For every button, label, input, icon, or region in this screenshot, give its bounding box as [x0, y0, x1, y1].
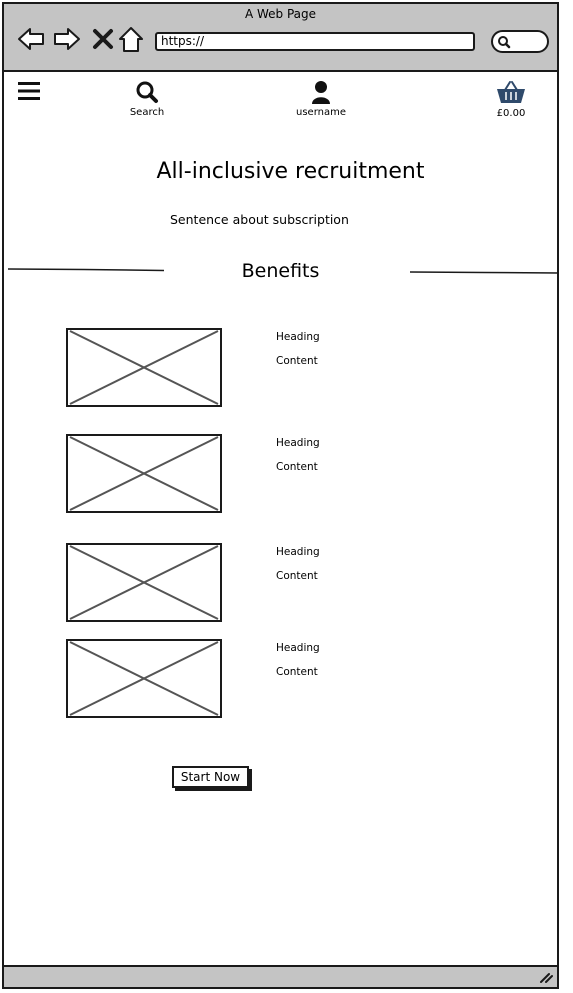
benefit-image-placeholder: [66, 328, 222, 407]
benefit-content: Content: [276, 570, 318, 582]
back-arrow-icon[interactable]: [16, 24, 46, 54]
benefit-heading: Heading: [276, 642, 320, 654]
header-search[interactable]: Search: [121, 80, 173, 118]
benefit-image-placeholder: [66, 434, 222, 513]
benefit-heading: Heading: [276, 331, 320, 343]
benefit-content: Content: [276, 461, 318, 473]
benefits-title: Benefits: [241, 260, 320, 282]
username-label: username: [296, 107, 346, 118]
benefit-content: Content: [276, 355, 318, 367]
header-basket[interactable]: £0.00: [489, 79, 533, 119]
browser-window: A Web Page https://: [2, 2, 559, 989]
window-title: A Web Page: [244, 7, 317, 21]
resize-grip-icon[interactable]: [539, 971, 553, 983]
close-icon[interactable]: [88, 24, 118, 54]
search-icon: [498, 36, 511, 49]
header-account[interactable]: username: [287, 80, 355, 118]
section-divider: [7, 268, 559, 274]
browser-status-bar: [4, 965, 557, 987]
benefit-heading: Heading: [276, 437, 320, 449]
search-label: Search: [129, 107, 165, 118]
hamburger-menu-icon[interactable]: [18, 81, 40, 101]
page-title: All-inclusive recruitment: [156, 159, 425, 184]
page-subtitle: Sentence about subscription: [170, 212, 349, 227]
forward-arrow-icon[interactable]: [52, 24, 82, 54]
basket-icon: [497, 81, 525, 103]
user-icon: [312, 81, 330, 104]
home-icon[interactable]: [116, 24, 146, 54]
benefit-image-placeholder: [66, 543, 222, 622]
browser-toolbar: A Web Page https://: [4, 4, 557, 72]
address-bar[interactable]: https://: [155, 32, 475, 51]
benefit-heading: Heading: [276, 546, 320, 558]
basket-total: £0.00: [496, 108, 526, 119]
search-icon: [136, 81, 158, 103]
browser-search-field[interactable]: [491, 30, 549, 53]
benefit-image-placeholder: [66, 639, 222, 718]
start-now-button[interactable]: Start Now: [172, 766, 249, 788]
benefit-content: Content: [276, 666, 318, 678]
